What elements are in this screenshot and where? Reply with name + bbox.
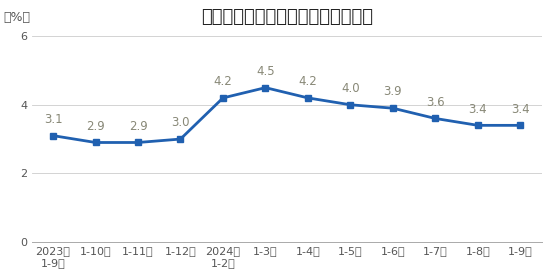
- Text: 4.0: 4.0: [341, 82, 360, 95]
- Text: 3.1: 3.1: [43, 113, 62, 126]
- Text: 4.5: 4.5: [256, 65, 275, 78]
- Text: 3.6: 3.6: [426, 96, 445, 109]
- Text: 4.2: 4.2: [299, 75, 317, 88]
- Text: 3.4: 3.4: [469, 103, 487, 116]
- Text: 3.4: 3.4: [511, 103, 530, 116]
- Text: 3.9: 3.9: [384, 86, 402, 99]
- Text: 2.9: 2.9: [86, 120, 105, 133]
- Text: 3.0: 3.0: [171, 116, 190, 129]
- Text: 2.9: 2.9: [129, 120, 147, 133]
- Title: 固定资产投资（不含农户）同比增速: 固定资产投资（不含农户）同比增速: [201, 8, 373, 26]
- Text: 4.2: 4.2: [213, 75, 232, 88]
- Text: （%）: （%）: [4, 11, 31, 24]
